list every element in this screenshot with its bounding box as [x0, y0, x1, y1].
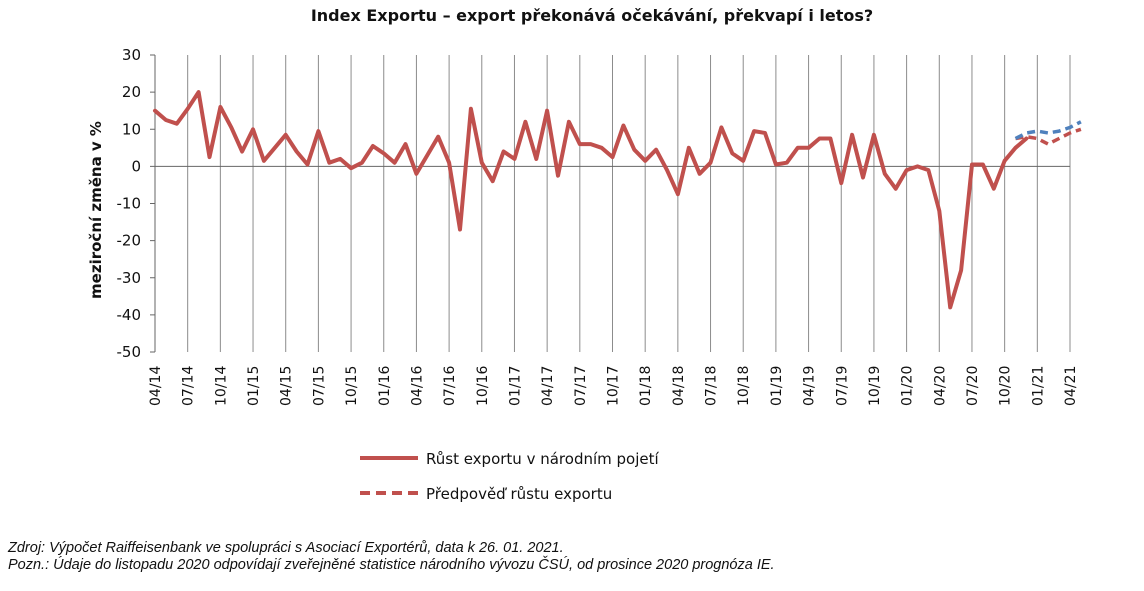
- note-line: Pozn.: Údaje do listopadu 2020 odpovídaj…: [8, 557, 775, 573]
- y-tick-label: -40: [117, 306, 142, 324]
- y-tick-labels: 30 20 10 0 -10 -20 -30 -40 -50: [117, 46, 142, 361]
- x-tick-label: 01/20: [900, 366, 916, 406]
- source-note: Zdroj: Výpočet Raiffeisenbank ve spolupr…: [8, 540, 775, 574]
- x-tick-label: 10/19: [867, 366, 883, 406]
- x-tick-label: 07/15: [311, 366, 327, 406]
- x-tick-label: 04/20: [932, 366, 948, 406]
- legend: Růst exportu v národním pojetí Předpověď…: [360, 450, 659, 503]
- x-tick-label: 01/16: [377, 366, 393, 406]
- x-tick-label: 04/15: [279, 366, 295, 406]
- series-line-0: [153, 90, 1029, 310]
- x-tick-label: 04/16: [409, 366, 425, 406]
- x-tick-label: 01/17: [507, 366, 523, 406]
- x-tick-label: 07/17: [573, 366, 589, 406]
- legend-label-forecast: Předpověď růstu exportu: [426, 485, 612, 503]
- series-line-1: [1015, 127, 1082, 146]
- x-tick-label: 04/19: [802, 366, 818, 406]
- y-tick-label: 10: [122, 120, 141, 138]
- x-tick-label: 10/15: [344, 366, 360, 406]
- x-tick-label: 01/21: [1030, 366, 1046, 406]
- x-tick-label: 07/18: [704, 366, 720, 406]
- y-tick-label: -50: [117, 343, 142, 361]
- x-tick-label: 07/20: [965, 366, 981, 406]
- x-tick-label: 10/20: [998, 366, 1014, 406]
- x-tick-label: 04/17: [540, 366, 556, 406]
- x-tick-label: 01/18: [638, 366, 654, 406]
- x-tick-label: 01/19: [769, 366, 785, 406]
- x-tick-label: 07/19: [834, 366, 850, 406]
- legend-label-actual: Růst exportu v národním pojetí: [426, 450, 659, 468]
- x-tick-label: 07/16: [442, 366, 458, 406]
- x-tick-label: 10/18: [736, 366, 752, 406]
- x-tick-label: 01/15: [246, 366, 262, 406]
- series-line-2: [1014, 120, 1082, 141]
- source-line: Zdroj: Výpočet Raiffeisenbank ve spolupr…: [8, 540, 564, 556]
- x-tick-label: 10/16: [475, 366, 491, 406]
- y-tick-label: 0: [131, 157, 141, 175]
- x-tick-labels: 04/14 07/14 10/14 01/15 04/15 07/15 10/15 01/16…: [148, 366, 1079, 406]
- grid-lines: [154, 55, 1071, 352]
- y-tick-label: 30: [122, 46, 141, 64]
- x-tick-label: 04/18: [671, 366, 687, 406]
- chart-title: Index Exportu – export překonává očekává…: [310, 6, 874, 25]
- axes: [150, 54, 1070, 353]
- x-tick-label: 10/14: [213, 366, 229, 406]
- series-lines: [153, 90, 1082, 310]
- y-tick-label: -30: [117, 269, 142, 287]
- x-tick-label: 10/17: [606, 366, 622, 406]
- y-tick-label: -10: [117, 195, 142, 213]
- x-tick-label: 04/14: [148, 366, 164, 406]
- y-axis-label: meziroční změna v %: [87, 121, 105, 299]
- x-tick-label: 07/14: [181, 366, 197, 406]
- y-tick-label: -20: [117, 232, 142, 250]
- x-tick-label: 04/21: [1063, 366, 1079, 406]
- y-tick-label: 20: [122, 83, 141, 101]
